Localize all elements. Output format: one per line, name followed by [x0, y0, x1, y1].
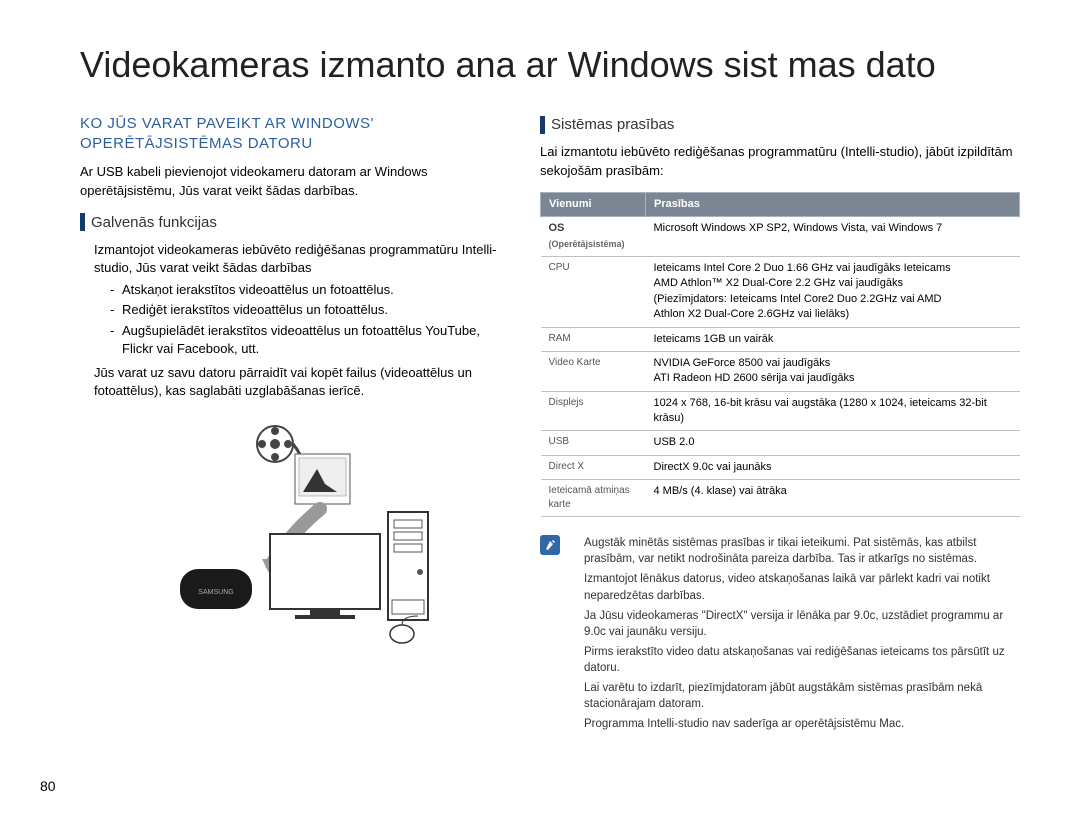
- intro-text: Ar USB kabeli pievienojot videokameru da…: [80, 163, 510, 199]
- right-column: Sistēmas prasības Lai izmantotu iebūvēto…: [540, 114, 1020, 736]
- cell-label-cpu: CPU: [541, 256, 646, 327]
- cell-value-video: NVIDIA GeForce 8500 vai jaudīgāks ATI Ra…: [646, 351, 1020, 391]
- table-row: Displejs 1024 x 768, 16-bit krāsu vai au…: [541, 391, 1020, 431]
- section-heading-capabilities: KO JŪS VARAT PAVEIKT AR WINDOWS' OPERĒTĀ…: [80, 114, 510, 153]
- note-item: Lai varētu to izdarīt, piezīmjdatoram jā…: [570, 680, 1020, 712]
- cell-label-os-sub: (Operētājsistēma): [549, 239, 625, 249]
- cell-value-cpu: Ieteicams Intel Core 2 Duo 1.66 GHz vai …: [646, 256, 1020, 327]
- accent-bar-icon: [540, 116, 545, 134]
- cell-label-memory: Ieteicamā atmiņas karte: [541, 480, 646, 517]
- cell-label-ram: RAM: [541, 327, 646, 351]
- sublist-item: Rediģēt ierakstītos videoattēlus un foto…: [110, 301, 510, 319]
- left-column: KO JŪS VARAT PAVEIKT AR WINDOWS' OPERĒTĀ…: [80, 114, 510, 736]
- note-icon: [540, 535, 560, 555]
- note-item: Pirms ierakstīto video datu atskaņošanas…: [570, 644, 1020, 676]
- cell-label-display: Displejs: [541, 391, 646, 431]
- col-header-items: Vienumi: [541, 192, 646, 216]
- list-item: Jūs varat uz savu datoru pārraidīt vai k…: [94, 364, 510, 400]
- subheading-label: Galvenās funkcijas: [91, 212, 217, 233]
- list-item: Izmantojot videokameras iebūvēto rediģēš…: [94, 241, 510, 358]
- cell-value-ram: Ieteicams 1GB un vairāk: [646, 327, 1020, 351]
- note-item: Programma Intelli-studio nav saderīga ar…: [570, 716, 1020, 732]
- subheading-label: Sistēmas prasības: [551, 114, 674, 135]
- cell-label-os: OS: [549, 222, 565, 234]
- notes-box: Augstāk minētās sistēmas prasības ir tik…: [540, 535, 1020, 736]
- col-header-req: Prasības: [646, 192, 1020, 216]
- table-row: USB USB 2.0: [541, 431, 1020, 455]
- cell-label-directx: Direct X: [541, 455, 646, 479]
- cell-value-directx: DirectX 9.0c vai jaunāks: [646, 455, 1020, 479]
- cell-value-memory: 4 MB/s (4. klase) vai ātrāka: [646, 480, 1020, 517]
- cell-label-usb: USB: [541, 431, 646, 455]
- table-row: Ieteicamā atmiņas karte 4 MB/s (4. klase…: [541, 480, 1020, 517]
- page-number: 80: [40, 777, 56, 797]
- requirements-table: Vienumi Prasības OS (Operētājsistēma) Mi…: [540, 192, 1020, 517]
- table-header-row: Vienumi Prasības: [541, 192, 1020, 216]
- table-row: Direct X DirectX 9.0c vai jaunāks: [541, 455, 1020, 479]
- cell-value-usb: USB 2.0: [646, 431, 1020, 455]
- cell-value-display: 1024 x 768, 16-bit krāsu vai augstāka (1…: [646, 391, 1020, 431]
- sublist-item: Augšupielādēt ierakstītos videoattēlus u…: [110, 322, 510, 358]
- note-item: Izmantojot lēnākus datorus, video atskaņ…: [570, 571, 1020, 603]
- table-row: CPU Ieteicams Intel Core 2 Duo 1.66 GHz …: [541, 256, 1020, 327]
- cell-value-os: Microsoft Windows XP SP2, Windows Vista,…: [646, 217, 1020, 257]
- note-item: Ja Jūsu videokameras "DirectX" versija i…: [570, 608, 1020, 640]
- illustration-transfer: SAMSUNG: [180, 414, 510, 664]
- subheading-system-req: Sistēmas prasības: [540, 114, 1020, 135]
- sysreq-intro: Lai izmantotu iebūvēto rediģēšanas progr…: [540, 143, 1020, 179]
- sublist-item: Atskaņot ierakstītos videoattēlus un fot…: [110, 281, 510, 299]
- note-item: Augstāk minētās sistēmas prasības ir tik…: [570, 535, 1020, 567]
- cell-label-video: Video Karte: [541, 351, 646, 391]
- svg-text:SAMSUNG: SAMSUNG: [198, 589, 233, 596]
- subheading-main-functions: Galvenās funkcijas: [80, 212, 510, 233]
- table-row: Video Karte NVIDIA GeForce 8500 vai jaud…: [541, 351, 1020, 391]
- list-item-text: Izmantojot videokameras iebūvēto rediģēš…: [94, 242, 496, 275]
- accent-bar-icon: [80, 213, 85, 231]
- table-row: OS (Operētājsistēma) Microsoft Windows X…: [541, 217, 1020, 257]
- page-title: Videokameras izmanto ana ar Windows sist…: [80, 40, 1060, 90]
- function-list: Izmantojot videokameras iebūvēto rediģēš…: [80, 241, 510, 401]
- table-row: RAM Ieteicams 1GB un vairāk: [541, 327, 1020, 351]
